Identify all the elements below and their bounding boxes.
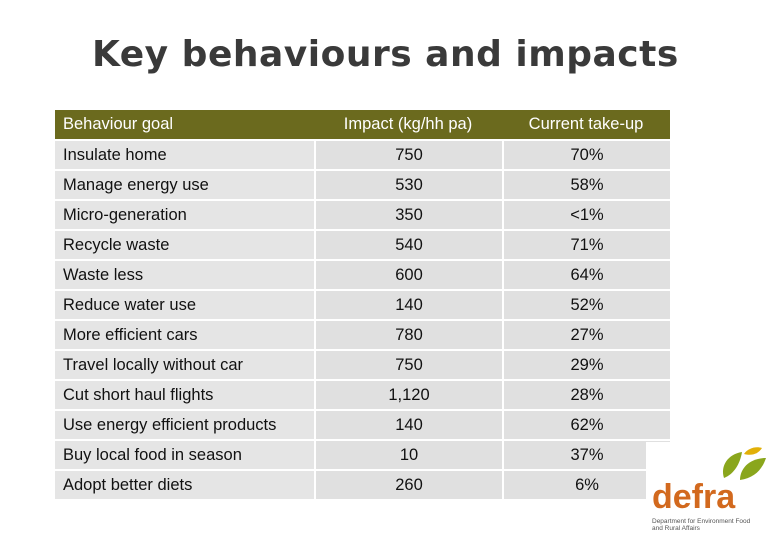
take-up-cell: 64%: [502, 261, 670, 291]
impact-cell: 530: [314, 171, 502, 201]
behaviour-cell: Insulate home: [55, 141, 314, 171]
behaviour-cell: Micro-generation: [55, 201, 314, 231]
table-row: Waste less 600 64%: [55, 261, 670, 291]
take-up-cell: 71%: [502, 231, 670, 261]
behaviours-table: Behaviour goal Impact (kg/hh pa) Current…: [55, 110, 670, 501]
take-up-cell: 58%: [502, 171, 670, 201]
logo-subtitle: Department for Environment Food and Rura…: [652, 518, 751, 532]
impact-cell: 140: [314, 291, 502, 321]
table-row: Buy local food in season 10 37%: [55, 441, 670, 471]
impact-cell: 10: [314, 441, 502, 471]
behaviour-cell: Cut short haul flights: [55, 381, 314, 411]
take-up-cell: 52%: [502, 291, 670, 321]
take-up-cell: 29%: [502, 351, 670, 381]
table-row: Reduce water use 140 52%: [55, 291, 670, 321]
take-up-cell: 70%: [502, 141, 670, 171]
impact-cell: 540: [314, 231, 502, 261]
take-up-cell: 6%: [502, 471, 670, 501]
take-up-cell: 62%: [502, 411, 670, 441]
behaviour-cell: Travel locally without car: [55, 351, 314, 381]
behaviour-cell: Buy local food in season: [55, 441, 314, 471]
behaviour-cell: Manage energy use: [55, 171, 314, 201]
leaf-icon: [722, 447, 766, 480]
take-up-cell: <1%: [502, 201, 670, 231]
table-row: Use energy efficient products 140 62%: [55, 411, 670, 441]
behaviour-cell: Adopt better diets: [55, 471, 314, 501]
take-up-cell: 37%: [502, 441, 670, 471]
impact-cell: 750: [314, 141, 502, 171]
impact-cell: 750: [314, 351, 502, 381]
impact-cell: 260: [314, 471, 502, 501]
impact-cell: 780: [314, 321, 502, 351]
behaviour-cell: More efficient cars: [55, 321, 314, 351]
table-row: More efficient cars 780 27%: [55, 321, 670, 351]
take-up-cell: 28%: [502, 381, 670, 411]
behaviour-cell: Use energy efficient products: [55, 411, 314, 441]
slide-title: Key behaviours and impacts: [92, 34, 679, 75]
impact-cell: 350: [314, 201, 502, 231]
table-row: Adopt better diets 260 6%: [55, 471, 670, 501]
table-row: Travel locally without car 750 29%: [55, 351, 670, 381]
column-header-take-up: Current take-up: [502, 110, 670, 141]
column-header-behaviour: Behaviour goal: [55, 110, 314, 141]
impact-cell: 600: [314, 261, 502, 291]
table-row: Micro-generation 350 <1%: [55, 201, 670, 231]
table-row: Manage energy use 530 58%: [55, 171, 670, 201]
column-header-impact: Impact (kg/hh pa): [314, 110, 502, 141]
table-header-row: Behaviour goal Impact (kg/hh pa) Current…: [55, 110, 670, 141]
table-row: Cut short haul flights 1,120 28%: [55, 381, 670, 411]
behaviour-cell: Recycle waste: [55, 231, 314, 261]
behaviour-cell: Waste less: [55, 261, 314, 291]
table-row: Recycle waste 540 71%: [55, 231, 670, 261]
logo-wordmark: defra: [652, 478, 736, 516]
behaviour-cell: Reduce water use: [55, 291, 314, 321]
take-up-cell: 27%: [502, 321, 670, 351]
impact-cell: 1,120: [314, 381, 502, 411]
impact-cell: 140: [314, 411, 502, 441]
table-row: Insulate home 750 70%: [55, 141, 670, 171]
defra-logo: defra Department for Environment Food an…: [646, 442, 780, 540]
